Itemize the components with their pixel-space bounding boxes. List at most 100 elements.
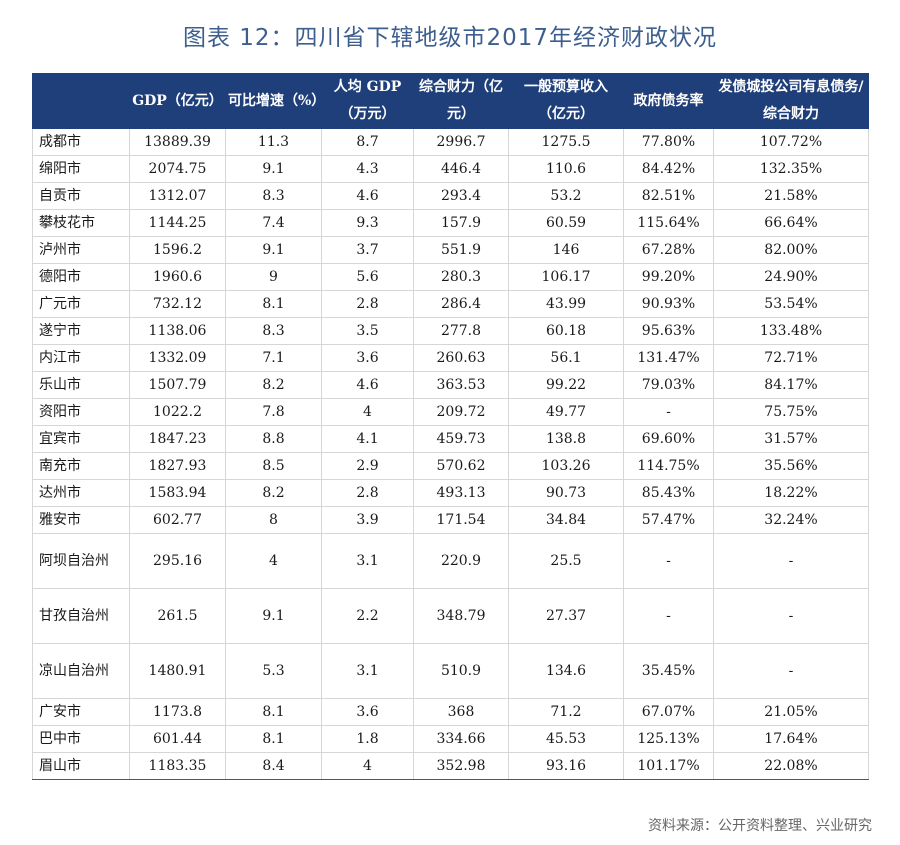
- table-cell: 24.90%: [713, 263, 869, 291]
- city-name-cell: 凉山自治州: [32, 643, 130, 699]
- table-row: 资阳市 1022.2 7.8 4 209.72 49.77-75.75%: [32, 398, 869, 426]
- table-cell: 8: [225, 506, 322, 534]
- table-cell: 8.4: [225, 752, 322, 780]
- table-cell: 31.57%: [713, 425, 869, 453]
- table-cell: -: [713, 588, 869, 644]
- table-cell: 25.5: [508, 533, 624, 589]
- table-cell: 35.56%: [713, 452, 869, 480]
- table-row: 遂宁市 1138.06 8.3 3.5 277.8 60.18 95.63% 133.48%: [32, 317, 869, 345]
- table-cell: 1480.91: [129, 643, 226, 699]
- header-cell: 人均 GDP（万元）: [321, 73, 414, 129]
- table-row: 南充市 1827.93 8.5 2.9 570.62 103.26 114.75% 35.56…: [32, 452, 869, 480]
- table-cell: 2074.75: [129, 155, 226, 183]
- header-cell: 一般预算收入（亿元）: [508, 73, 624, 129]
- table-cell: -: [713, 533, 869, 589]
- table-cell: 157.9: [413, 209, 509, 237]
- table-cell: 67.07%: [623, 698, 714, 726]
- table-cell: 1138.06: [129, 317, 226, 345]
- table-cell: 132.35%: [713, 155, 869, 183]
- city-name-cell: 达州市: [32, 479, 130, 507]
- table-cell: 1022.2: [129, 398, 226, 426]
- table-cell: 3.7: [321, 236, 414, 264]
- table-cell: 1847.23: [129, 425, 226, 453]
- table-cell: 75.75%: [713, 398, 869, 426]
- table-cell: 82.51%: [623, 182, 714, 210]
- table-cell: 101.17%: [623, 752, 714, 780]
- header-cell: 政府债务率: [623, 73, 714, 129]
- table-cell: 295.16: [129, 533, 226, 589]
- table-cell: 66.64%: [713, 209, 869, 237]
- table-cell: 1.8: [321, 725, 414, 753]
- data-table: GDP（亿元） 可比增速（%） 人均 GDP（万元） 综合财力（亿元） 一般预算…: [32, 73, 869, 780]
- header-cell: [32, 73, 130, 129]
- table-row: 德阳市 1960.6 9 5.6 280.3 106.17 99.20% 24.90%: [32, 263, 869, 291]
- table-cell: -: [623, 398, 714, 426]
- table-cell: 8.3: [225, 317, 322, 345]
- table-cell: 551.9: [413, 236, 509, 264]
- city-name-cell: 泸州市: [32, 236, 130, 264]
- table-cell: 1312.07: [129, 182, 226, 210]
- table-cell: 171.54: [413, 506, 509, 534]
- page-title: 图表 12：四川省下辖地级市2017年经济财政状况: [182, 25, 718, 51]
- table-row: 阿坝自治州 295.16 4 3.1 220.9 25.5- -: [32, 533, 869, 589]
- table-cell: 8.2: [225, 479, 322, 507]
- table-cell: 2.2: [321, 588, 414, 644]
- table-cell: 90.73: [508, 479, 624, 507]
- table-cell: 107.72%: [713, 128, 869, 156]
- table-row: 雅安市 602.77 8 3.9 171.54 34.84 57.47% 32.24%: [32, 506, 869, 534]
- table-cell: 1507.79: [129, 371, 226, 399]
- table-cell: 1960.6: [129, 263, 226, 291]
- table-cell: 1275.5: [508, 128, 624, 156]
- table-row: 广元市 732.12 8.1 2.8 286.4 43.99 90.93% 53.54%: [32, 290, 869, 318]
- table-cell: 3.5: [321, 317, 414, 345]
- table-cell: 4.3: [321, 155, 414, 183]
- table-cell: 99.22: [508, 371, 624, 399]
- table-cell: 1144.25: [129, 209, 226, 237]
- table-cell: -: [713, 643, 869, 699]
- table-row: 绵阳市 2074.75 9.1 4.3 446.4 110.6 84.42% 132.35%: [32, 155, 869, 183]
- city-name-cell: 宜宾市: [32, 425, 130, 453]
- table-cell: 27.37: [508, 588, 624, 644]
- table-cell: 67.28%: [623, 236, 714, 264]
- table-cell: 510.9: [413, 643, 509, 699]
- city-name-cell: 自贡市: [32, 182, 130, 210]
- table-cell: 13889.39: [129, 128, 226, 156]
- table-cell: 11.3: [225, 128, 322, 156]
- table-cell: 56.1: [508, 344, 624, 372]
- table-cell: 82.00%: [713, 236, 869, 264]
- table-cell: 8.7: [321, 128, 414, 156]
- table-cell: 53.54%: [713, 290, 869, 318]
- table-cell: 260.63: [413, 344, 509, 372]
- table-cell: 277.8: [413, 317, 509, 345]
- table-cell: 209.72: [413, 398, 509, 426]
- city-name-cell: 攀枝花市: [32, 209, 130, 237]
- table-cell: 4: [321, 398, 414, 426]
- city-name-cell: 甘孜自治州: [32, 588, 130, 644]
- table-cell: 5.3: [225, 643, 322, 699]
- table-cell: 8.1: [225, 290, 322, 318]
- city-name-cell: 眉山市: [32, 752, 130, 780]
- table-cell: 3.6: [321, 698, 414, 726]
- table-cell: 72.71%: [713, 344, 869, 372]
- table-body: 成都市 13889.39 11.3 8.7 2996.7 1275.5 77.80% 107.…: [32, 128, 869, 780]
- table-cell: 18.22%: [713, 479, 869, 507]
- table-cell: 4: [321, 752, 414, 780]
- table-cell: 84.17%: [713, 371, 869, 399]
- table-cell: 1173.8: [129, 698, 226, 726]
- table-cell: -: [623, 533, 714, 589]
- city-name-cell: 德阳市: [32, 263, 130, 291]
- table-cell: 363.53: [413, 371, 509, 399]
- table-cell: 69.60%: [623, 425, 714, 453]
- table-cell: 9.1: [225, 236, 322, 264]
- city-name-cell: 乐山市: [32, 371, 130, 399]
- table-cell: 5.6: [321, 263, 414, 291]
- table-cell: 8.8: [225, 425, 322, 453]
- table-cell: 9: [225, 263, 322, 291]
- table-cell: 1583.94: [129, 479, 226, 507]
- table-cell: 45.53: [508, 725, 624, 753]
- table-cell: 7.4: [225, 209, 322, 237]
- table-cell: 2996.7: [413, 128, 509, 156]
- table-cell: 601.44: [129, 725, 226, 753]
- table-cell: 3.1: [321, 533, 414, 589]
- table-cell: 8.5: [225, 452, 322, 480]
